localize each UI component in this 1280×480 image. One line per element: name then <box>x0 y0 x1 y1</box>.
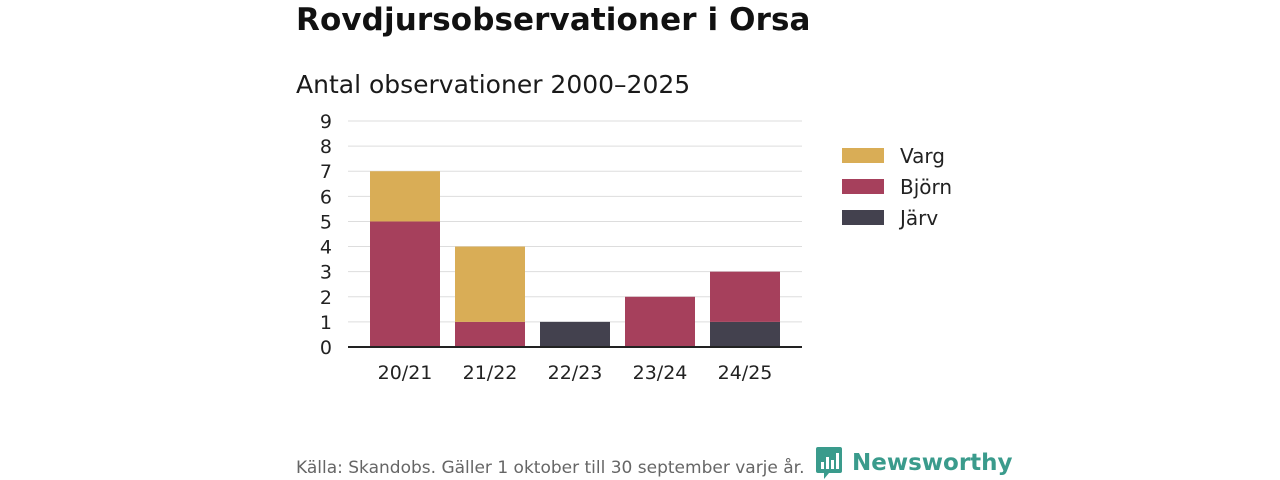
y-tick-label: 6 <box>320 186 332 208</box>
brand-logo[interactable]: Newsworthy <box>815 446 1013 480</box>
newsworthy-logo-icon <box>816 447 842 479</box>
legend-swatch <box>842 148 884 163</box>
x-tick-label: 21/22 <box>463 362 518 384</box>
y-tick-label: 3 <box>320 262 332 284</box>
x-tick-label: 24/25 <box>718 362 773 384</box>
legend-label: Björn <box>900 174 953 199</box>
y-tick-label: 5 <box>320 211 332 233</box>
bar-järv <box>710 321 780 347</box>
y-tick-label: 2 <box>320 287 332 309</box>
legend-item-björn: Björn <box>842 171 952 202</box>
y-tick-label: 7 <box>320 161 332 183</box>
legend-swatch <box>842 210 884 225</box>
bar-björn <box>710 271 780 322</box>
y-tick-label: 8 <box>320 136 332 158</box>
y-tick-label: 1 <box>320 312 332 334</box>
bar-järv <box>540 321 610 347</box>
x-tick-label: 23/24 <box>633 362 688 384</box>
bar-björn <box>625 296 695 347</box>
y-tick-label: 0 <box>320 337 332 359</box>
bar-björn <box>455 321 525 347</box>
x-tick-label: 20/21 <box>378 362 433 384</box>
legend-label: Varg <box>900 143 945 168</box>
brand-name: Newsworthy <box>852 450 1013 476</box>
page-title: Rovdjursobservationer i Orsa <box>296 2 811 38</box>
y-tick-label: 4 <box>320 237 332 259</box>
x-tick-label: 22/23 <box>548 362 603 384</box>
y-tick-label: 9 <box>320 111 332 133</box>
legend-item-varg: Varg <box>842 140 952 171</box>
bar-varg <box>455 246 525 322</box>
bar-varg <box>370 171 440 222</box>
source-note: Källa: Skandobs. Gäller 1 oktober till 3… <box>296 458 805 478</box>
legend-item-järv: Järv <box>842 202 952 233</box>
bar-björn <box>370 221 440 347</box>
chart-legend: Varg Björn Järv <box>842 140 952 233</box>
legend-label: Järv <box>900 205 939 230</box>
legend-swatch <box>842 179 884 194</box>
chart-subtitle: Antal observationer 2000–2025 <box>296 70 691 99</box>
